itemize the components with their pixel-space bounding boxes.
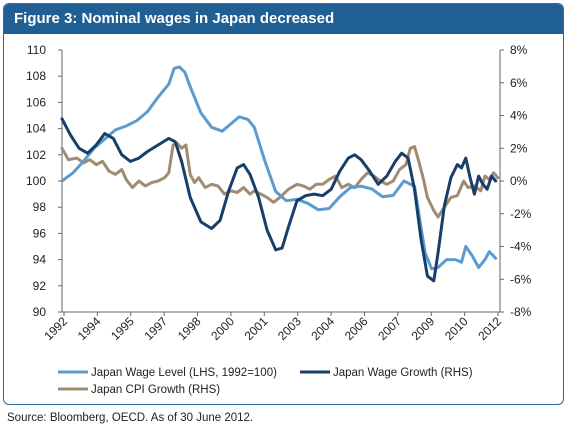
series-line-japan-wage-level-lhs-1992-100 — [60, 65, 498, 271]
y-left-tick-label: 100 — [26, 174, 46, 188]
y-left-tick-label: 106 — [26, 95, 46, 109]
y-right-tick-label: 0% — [510, 174, 528, 188]
x-tick-label: 1998 — [175, 314, 204, 343]
x-tick-label: 1997 — [141, 314, 170, 343]
x-tick-label: 2004 — [308, 314, 337, 343]
chart-legend: Japan Wage Level (LHS, 1992=100) Japan Wa… — [58, 367, 473, 396]
figure-title: Figure 3: Nominal wages in Japan decreas… — [4, 4, 563, 34]
y-left-tick-label: 94 — [33, 253, 47, 267]
y-right-tick-label: -8% — [510, 305, 532, 319]
y-left-tick-label: 98 — [33, 200, 47, 214]
x-tick-label: 2010 — [442, 314, 471, 343]
legend-label: Japan CPI Growth (RHS) — [91, 384, 220, 396]
chart-series — [60, 65, 500, 283]
x-tick-label: 1994 — [75, 314, 104, 343]
y-left-tick-label: 104 — [26, 122, 46, 136]
y-left-tick-label: 90 — [33, 305, 47, 319]
y-left-tick-label: 92 — [33, 279, 47, 293]
x-tick-label: 2012 — [475, 314, 504, 343]
x-tick-label: 2009 — [409, 314, 438, 343]
y-left-tick-label: 108 — [26, 69, 46, 83]
source-note: Source: Bloomberg, OECD. As of 30 June 2… — [7, 412, 254, 424]
y-left-tick-label: 110 — [27, 43, 46, 57]
y-right-tick-label: -6% — [510, 272, 532, 286]
x-tick-label: 1995 — [108, 314, 137, 343]
y-right-tick-label: 2% — [510, 141, 528, 155]
y-right-tick-label: -2% — [510, 207, 532, 221]
legend-label: Japan Wage Level (LHS, 1992=100) — [91, 367, 277, 379]
y-right-tick-label: 4% — [510, 109, 528, 123]
y-right-tick-label: -4% — [510, 240, 532, 254]
figure-frame: Figure 3: Nominal wages in Japan decreas… — [3, 3, 564, 405]
series-line-japan-cpi-growth-rhs — [60, 141, 500, 219]
y-left-tick-label: 102 — [26, 148, 46, 162]
legend-label: Japan Wage Growth (RHS) — [333, 367, 473, 379]
y-left-tick-label: 96 — [33, 226, 47, 240]
x-tick-label: 2007 — [375, 314, 404, 343]
x-tick-label: 2001 — [242, 314, 271, 343]
series-line-japan-wage-growth-rhs — [60, 117, 498, 283]
x-tick-label: 2006 — [342, 314, 371, 343]
y-right-tick-label: 6% — [510, 76, 528, 90]
x-tick-label: 2003 — [275, 314, 304, 343]
x-tick-label: 2000 — [208, 314, 237, 343]
y-right-tick-label: 8% — [510, 43, 528, 57]
